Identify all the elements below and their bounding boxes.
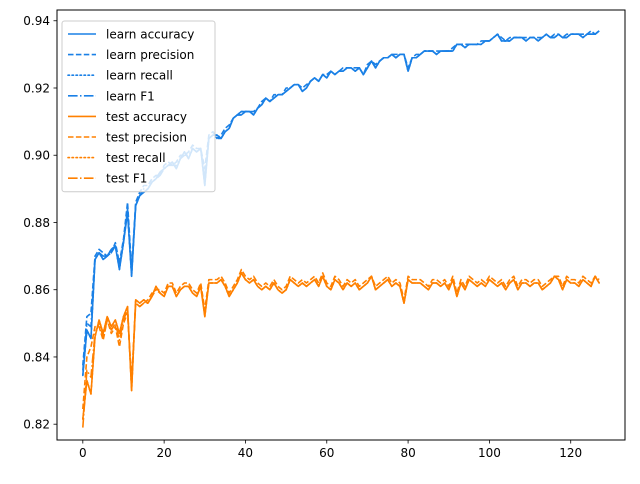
series-line-test-f1: [82, 272, 600, 428]
y-tick-label: 0.84: [23, 350, 50, 364]
x-tick-label: 80: [400, 446, 415, 460]
legend-label: learn recall: [106, 69, 173, 83]
y-tick-label: 0.94: [23, 14, 50, 28]
legend-label: test F1: [106, 172, 147, 186]
x-tick-label: 40: [238, 446, 253, 460]
legend-label: test precision: [106, 131, 187, 145]
x-tick-label: 0: [79, 446, 87, 460]
y-tick-label: 0.92: [23, 81, 50, 95]
x-tick-label: 100: [478, 446, 501, 460]
series-line-test-precision: [82, 268, 600, 410]
x-tick-label: 120: [559, 446, 582, 460]
legend-label: test accuracy: [106, 110, 187, 124]
x-tick-label: 20: [156, 446, 171, 460]
axis-ticks: 0 20 40 60 80 100 120 0.82 0.84 0.86 0.88 0.90 0.92 0…: [23, 14, 582, 460]
legend-label: learn precision: [106, 48, 194, 62]
y-tick-label: 0.86: [23, 283, 50, 297]
legend-label: learn accuracy: [106, 28, 194, 42]
x-tick-label: 60: [319, 446, 334, 460]
legend: learn accuracy learn precision learn recal…: [61, 20, 216, 193]
y-tick-label: 0.88: [23, 216, 50, 230]
legend-label: test recall: [106, 151, 166, 165]
y-tick-label: 0.82: [23, 417, 50, 431]
y-tick-label: 0.90: [23, 149, 50, 163]
axes-frame: [56, 9, 626, 441]
legend-box: [61, 20, 216, 193]
legend-label: learn F1: [106, 89, 155, 103]
